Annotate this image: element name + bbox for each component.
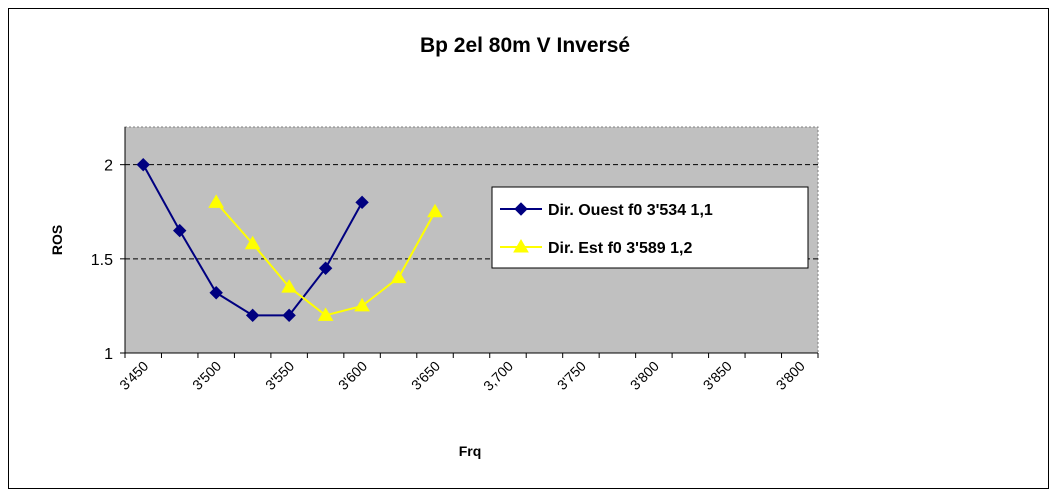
marker [209, 286, 223, 300]
marker [390, 269, 407, 284]
y-tick-label: 1.5 [91, 252, 113, 269]
y-tick-label: 1 [104, 346, 113, 363]
legend-box [491, 186, 809, 269]
marker [282, 308, 296, 323]
marker [208, 194, 225, 208]
legend-marker [513, 239, 529, 253]
marker [427, 203, 443, 218]
legend-marker [514, 202, 528, 216]
chart-title: Bp 2el 80m V Inversé [420, 34, 630, 57]
legend-label: Dir. Est f0 3'589 1,2 [548, 240, 692, 257]
marker [355, 195, 369, 210]
marker [281, 279, 298, 293]
marker [317, 307, 334, 321]
marker [173, 223, 187, 238]
x-axis-label: Frq [459, 443, 482, 459]
legend-label: Dir. Ouest f0 3'534 1,1 [548, 202, 713, 219]
marker [318, 261, 333, 275]
marker [245, 308, 260, 323]
y-axis-label: ROS [49, 225, 65, 255]
marker [136, 157, 150, 172]
marker [354, 297, 370, 312]
y-tick-label: 2 [104, 158, 113, 175]
marker [244, 235, 261, 250]
